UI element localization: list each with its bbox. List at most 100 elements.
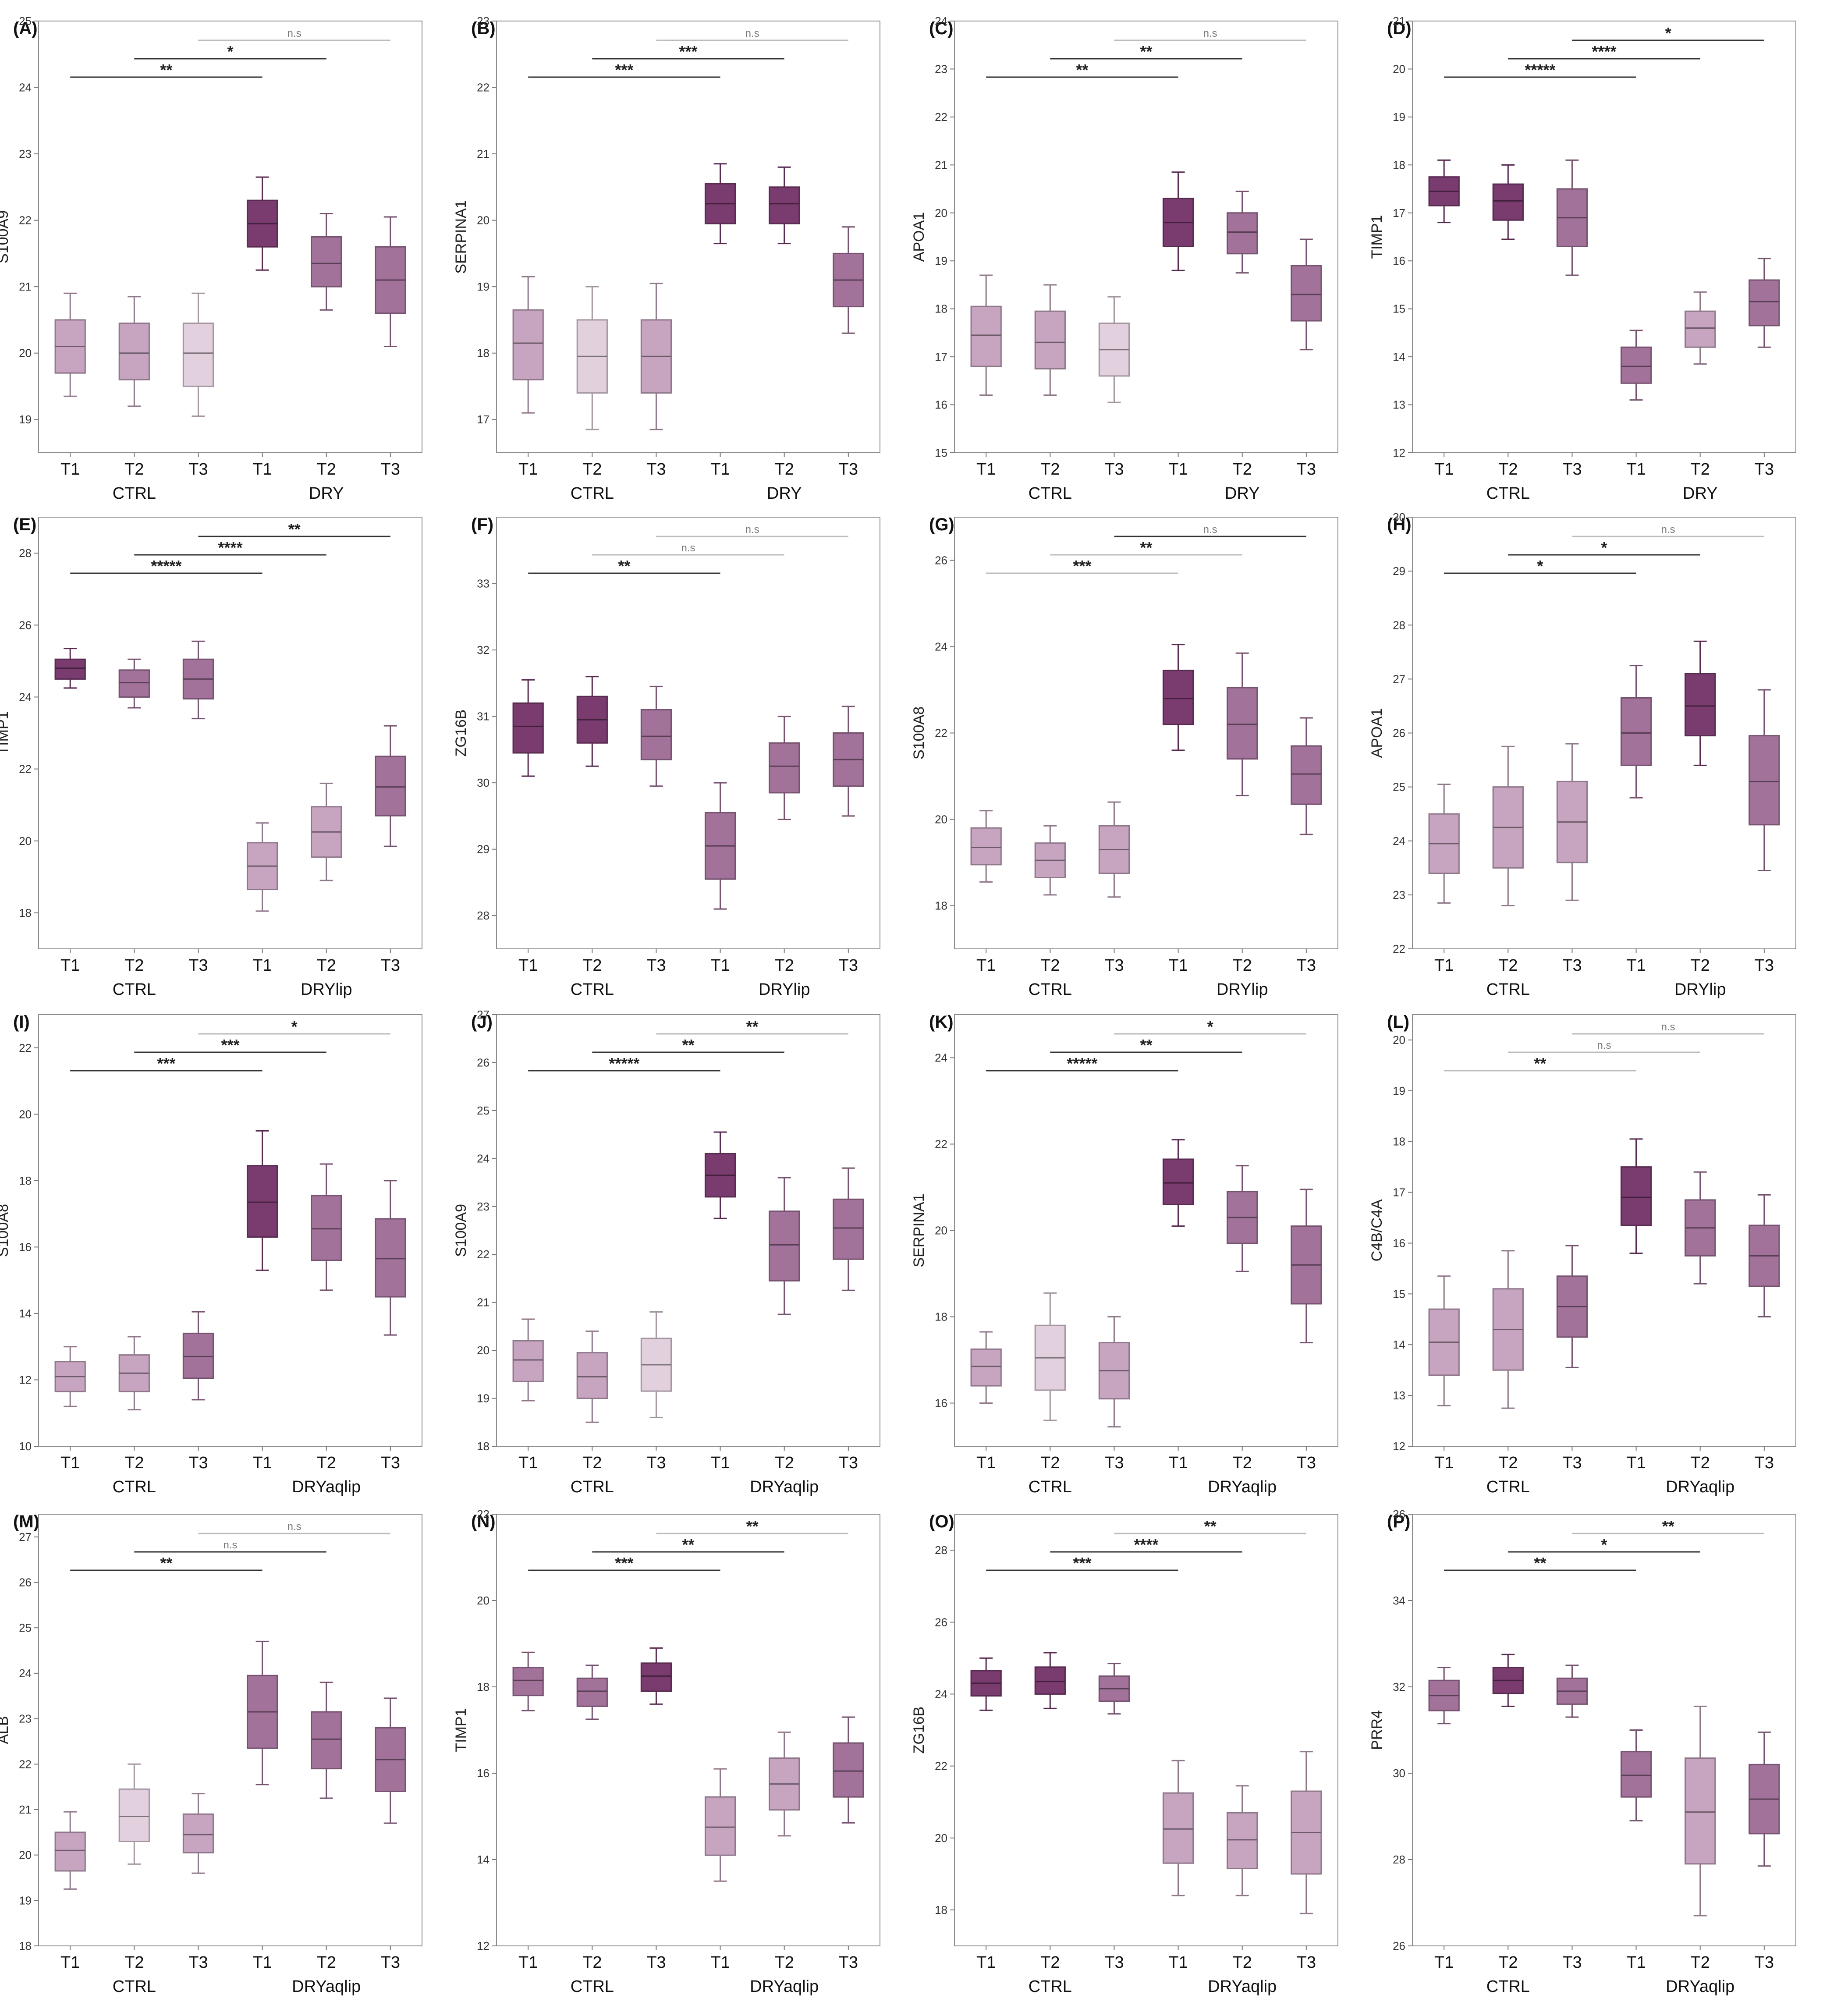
box-4: [246, 1640, 278, 1785]
group-label: CTRL: [571, 980, 614, 999]
iqr-box: [1162, 1158, 1194, 1205]
y-tick-label: 29: [1393, 564, 1405, 578]
iqr-box: [1162, 1792, 1194, 1864]
box-4: [704, 782, 736, 910]
y-axis-label: S100A8: [911, 706, 927, 760]
y-tick-label: 14: [1393, 1338, 1405, 1351]
iqr-box: [1620, 346, 1652, 384]
significance-bracket: *****: [1444, 61, 1636, 79]
group-label: DRYlip: [759, 980, 810, 999]
significance-bracket: *: [1114, 1018, 1306, 1036]
significance-label: ***: [157, 1054, 175, 1072]
y-tick-label: 18: [19, 906, 32, 919]
panel-label: (O): [929, 1512, 954, 1531]
group-label: DRY: [1225, 484, 1260, 503]
panel-label: (J): [471, 1012, 493, 1032]
x-tick-label: T2: [1233, 1953, 1252, 1972]
x-tick-label: T3: [188, 460, 208, 479]
box-5: [1685, 291, 1716, 365]
box-5: [1227, 652, 1258, 796]
box-2: [118, 296, 150, 407]
y-tick-label: 32: [477, 643, 489, 657]
panel-label: (H): [1387, 515, 1412, 534]
box-5: [311, 1682, 342, 1799]
box-6: [1291, 1751, 1322, 1914]
y-tick-label: 14: [1393, 350, 1405, 363]
x-tick-label: T2: [1040, 1953, 1060, 1972]
y-tick-label: 25: [1393, 781, 1405, 794]
group-label: DRYaqlip: [292, 1478, 361, 1496]
iqr-box: [576, 1677, 608, 1707]
panel-label: (D): [1387, 19, 1412, 38]
significance-bracket: ***: [986, 557, 1178, 575]
significance-bracket: **: [1444, 1554, 1636, 1572]
plot-frame: [954, 21, 1338, 453]
box-1: [1428, 783, 1460, 904]
x-tick-label: T3: [1755, 956, 1774, 975]
y-tick-label: 21: [935, 158, 947, 171]
y-tick-label: 22: [19, 1757, 32, 1771]
significance-label: **: [1204, 1517, 1217, 1535]
x-tick-label: T3: [1297, 1454, 1316, 1472]
iqr-box: [1749, 735, 1780, 826]
significance-label: **: [1534, 1554, 1546, 1572]
box-1: [1428, 1667, 1460, 1725]
box-1: [54, 1346, 86, 1407]
box-1: [512, 1651, 544, 1711]
x-tick-label: T3: [1755, 1454, 1774, 1472]
box-5: [1685, 640, 1716, 766]
box-2: [1034, 1652, 1066, 1709]
x-tick-label: T1: [1434, 1953, 1454, 1972]
x-tick-label: T1: [1626, 1953, 1646, 1972]
y-tick-label: 18: [477, 1440, 489, 1453]
x-tick-label: T3: [1104, 1953, 1124, 1972]
box-5: [769, 166, 800, 245]
y-tick-label: 19: [1393, 1084, 1405, 1097]
significance-bracket: **: [592, 1036, 784, 1054]
y-tick-label: 14: [19, 1307, 32, 1320]
panel-p: (P) 26 28 30 32 34 36 PRR4 T1 T2 T3 T1 T2 T3 CTRL DRYaq…: [1369, 1508, 1796, 1996]
x-tick-label: T3: [381, 956, 400, 975]
box-1: [970, 810, 1002, 883]
iqr-box: [1620, 697, 1652, 766]
x-tick-label: T1: [60, 1953, 80, 1972]
x-tick-label: T1: [518, 1454, 538, 1472]
y-tick-label: 20: [477, 1594, 489, 1607]
significance-label: **: [682, 1536, 694, 1554]
iqr-box: [1227, 1812, 1258, 1870]
plot-frame: [496, 1514, 880, 1946]
group-label: DRY: [767, 484, 802, 503]
y-axis-label: S100A8: [0, 1204, 11, 1257]
significance-bracket: **: [528, 557, 720, 575]
y-tick-label: 28: [1393, 618, 1405, 632]
panel-f: (F) 28 29 30 31 32 33 ZG16B T1 T2 T3 T1 T2 T3 CTRL DRYl…: [453, 515, 880, 999]
box-3: [1098, 296, 1130, 403]
x-tick-label: T2: [317, 460, 336, 479]
panel-m: (M) 18 19 20 21 22 23 24 25 26 27 ALB T1 T2 T3 T1 T2 T3 CT…: [0, 1512, 422, 1996]
box-2: [1034, 1292, 1066, 1421]
panel-n: (N) 12 14 16 18 20 22 TIMP1 T1 T2 T3 T1 T2 T3 CTRL DRYa…: [453, 1508, 880, 1996]
significance-label: n.s: [1597, 1040, 1611, 1051]
y-tick-label: 26: [477, 1056, 489, 1069]
box-3: [1098, 1663, 1130, 1715]
x-tick-label: T1: [252, 460, 272, 479]
x-tick-label: T1: [1434, 1454, 1454, 1472]
x-tick-label: T2: [775, 1953, 794, 1972]
x-tick-label: T1: [976, 460, 996, 479]
x-tick-label: T2: [124, 1454, 144, 1472]
iqr-box: [118, 1788, 150, 1842]
box-4: [246, 1130, 278, 1271]
box-6: [375, 216, 406, 348]
box-5: [769, 1731, 800, 1837]
box-5: [769, 716, 800, 820]
x-tick-label: T2: [124, 956, 144, 975]
x-tick-label: T3: [646, 1953, 666, 1972]
group-label: DRYlip: [301, 980, 352, 999]
panel-label: (C): [929, 19, 954, 38]
box-5: [311, 213, 342, 311]
y-tick-label: 19: [477, 280, 489, 293]
y-tick-label: 12: [477, 1939, 489, 1952]
significance-label: ****: [1134, 1536, 1158, 1554]
iqr-box: [311, 1195, 342, 1261]
significance-label: **: [1076, 61, 1088, 79]
